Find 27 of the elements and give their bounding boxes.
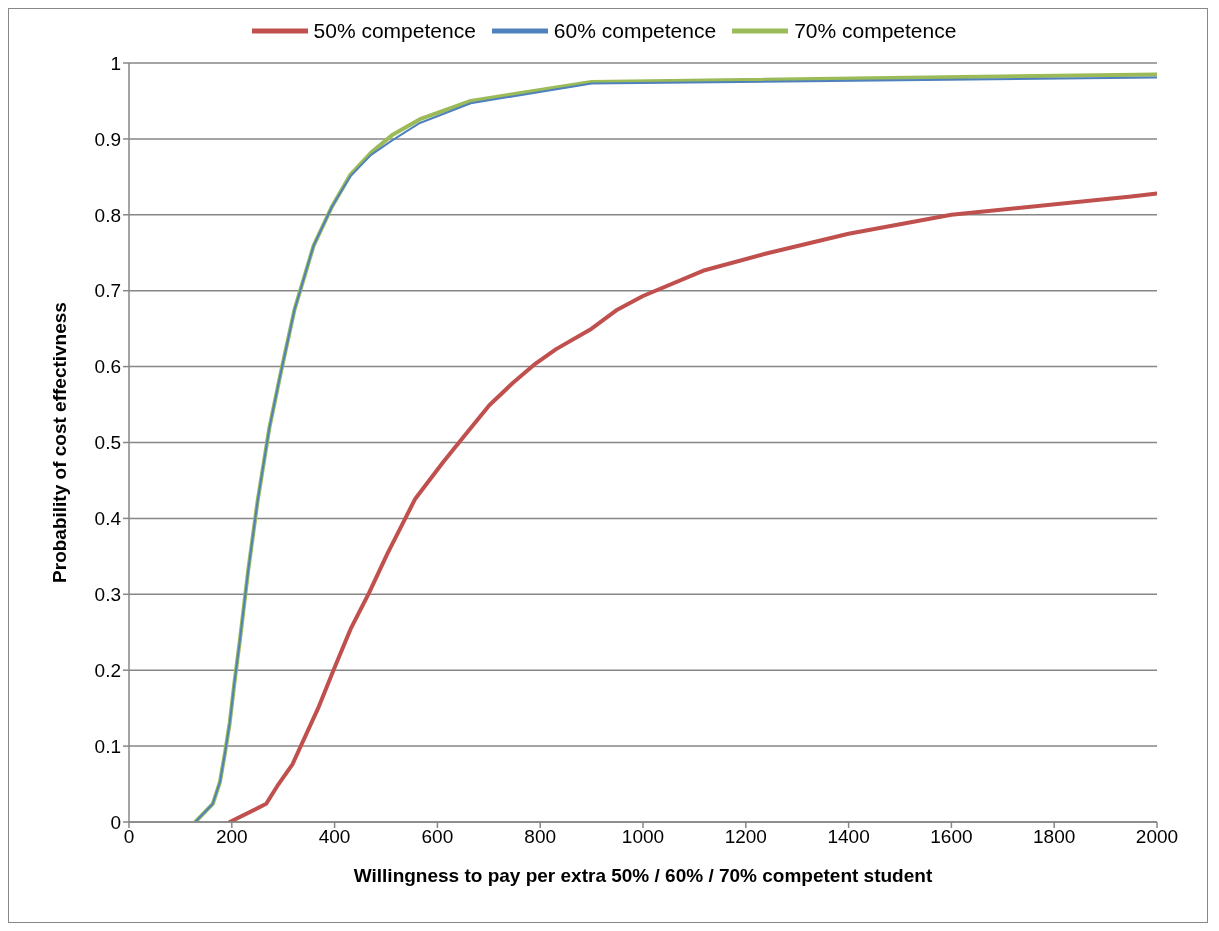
y-tick-label: 0.1 (94, 735, 121, 757)
y-tick-label: 0.8 (94, 204, 121, 226)
y-axis-title: Probability of cost effectivness (48, 302, 70, 583)
y-tick-label: 0.4 (94, 508, 122, 530)
x-tick-label: 200 (215, 826, 248, 848)
y-tick-label: 0.5 (94, 432, 121, 454)
x-axis-title: Willingness to pay per extra 50% / 60% / 70% competent student (353, 865, 933, 886)
y-tick-label: 0 (110, 811, 121, 833)
x-tick-label: 1600 (930, 826, 973, 848)
x-tick-label: 2000 (1135, 826, 1179, 848)
x-tick-label: 800 (524, 826, 557, 848)
x-tick-label: 400 (318, 826, 351, 848)
legend-label: 60% competence (553, 19, 717, 43)
line-series (227, 191, 1157, 822)
x-tick-label: 600 (421, 826, 454, 848)
y-tick-label: 0.9 (94, 128, 121, 150)
legend-label: 50% competence (313, 19, 476, 43)
y-tick-label: 0.7 (94, 280, 121, 302)
x-tick-label: 1800 (1033, 826, 1076, 848)
y-tick-label: 0.6 (94, 356, 121, 378)
x-tick-label: 1400 (827, 826, 870, 848)
legend-label: 70% competence (794, 19, 957, 43)
x-tick-label: 1200 (724, 826, 767, 848)
y-tick-label: 0.2 (94, 659, 121, 681)
y-tick-label: 1 (110, 52, 121, 74)
x-tick-label: 1000 (621, 826, 665, 848)
y-tick-label: 0.3 (94, 584, 121, 606)
